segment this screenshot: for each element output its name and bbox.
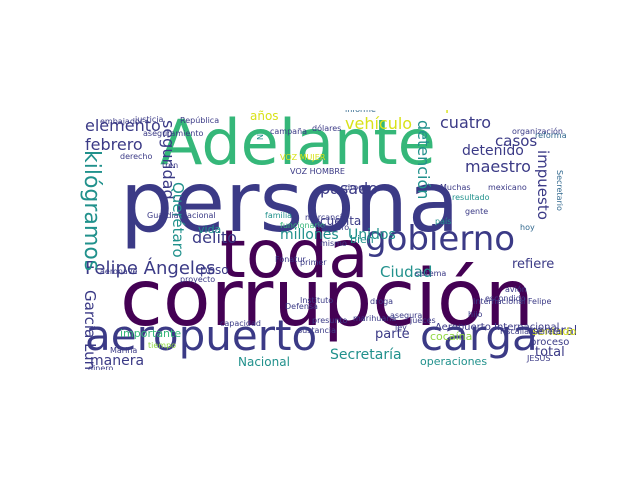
cloud-word: Fonatur <box>275 255 306 264</box>
cloud-word: VOZ MUJER <box>280 153 326 162</box>
cloud-word: proyecto <box>180 275 216 284</box>
cloud-word: mismo <box>320 239 347 248</box>
cloud-word: dinero <box>88 364 114 371</box>
cloud-word: Secretario <box>555 170 564 211</box>
cloud-word: sentado <box>532 325 576 338</box>
cloud-word: jueces <box>410 316 436 325</box>
cloud-word: cocaína <box>430 330 473 343</box>
cloud-word: Instituto <box>300 296 334 305</box>
cloud-word: Marina <box>110 346 138 355</box>
cloud-word: Felipe Ángeles <box>85 258 216 279</box>
cloud-word: mercancía <box>305 213 347 222</box>
cloud-word: vida <box>198 223 222 236</box>
cloud-word: casos <box>495 132 538 150</box>
cloud-word: kilógramos <box>80 150 104 272</box>
cloud-word: peso <box>200 263 229 277</box>
cloud-word: sustancia <box>298 326 337 335</box>
cloud-word: avión <box>505 285 527 294</box>
cloud-word: aseguramiento <box>143 129 204 138</box>
cloud-word: capacidad <box>220 319 261 328</box>
cloud-word: vehículo <box>345 114 413 133</box>
cloud-word: justicia <box>135 115 164 124</box>
cloud-word: país <box>435 217 452 226</box>
cloud-word: corrupción <box>120 254 535 344</box>
cloud-word: resultado <box>452 193 490 202</box>
cloud-word: Adelante <box>160 110 436 179</box>
cloud-word: cuatro <box>440 113 492 132</box>
cloud-word: campaña <box>270 127 308 136</box>
cloud-word: detenido <box>462 143 524 159</box>
cloud-word: total <box>535 345 565 360</box>
cloud-word: reforma <box>535 131 567 140</box>
cloud-word: millones <box>280 227 339 243</box>
cloud-word: Ciudad <box>380 263 433 281</box>
cloud-word: persona <box>120 153 460 251</box>
cloud-word: bien <box>350 233 374 246</box>
word-cloud: corrupción persona toda Adelante carga aeropu… <box>80 110 576 370</box>
cloud-word: manera <box>90 353 145 369</box>
cloud-word: tren <box>162 161 179 170</box>
cloud-word: organización <box>512 127 564 136</box>
cloud-word: febrero <box>85 135 143 154</box>
cloud-word: dólares <box>312 124 342 133</box>
cloud-word: proceso <box>530 337 570 348</box>
cloud-word: carga <box>420 311 538 360</box>
cloud-word: gente <box>465 207 489 216</box>
cloud-word: República <box>180 116 220 125</box>
cloud-word: Muchas <box>440 183 471 192</box>
cloud-word: N <box>255 134 264 140</box>
cloud-word: primer <box>300 258 327 267</box>
cloud-word: maestro <box>465 157 531 176</box>
cloud-word: Nacional <box>238 355 290 369</box>
cloud-word: familia <box>265 211 293 220</box>
cloud-word: aeronave <box>100 267 138 276</box>
cloud-word: funcionario <box>280 221 325 230</box>
cloud-word: Internacional Felipe <box>473 297 552 306</box>
cloud-word: Defensa <box>285 302 318 311</box>
cloud-word: cuenta <box>320 214 362 228</box>
cloud-word: droga <box>370 297 394 306</box>
cloud-word: Unidos <box>348 227 396 243</box>
cloud-word: parte <box>375 327 410 342</box>
cloud-word: aeropuerto <box>85 311 318 360</box>
cloud-word: elemento <box>85 116 161 135</box>
cloud-word: marihuana <box>353 314 397 323</box>
cloud-word: ley <box>395 323 407 332</box>
cloud-word: toda <box>220 216 369 293</box>
cloud-word: asegura <box>390 311 423 320</box>
cloud-word: escondido <box>485 294 526 303</box>
cloud-word: presunto <box>312 316 348 325</box>
cloud-word: detención <box>414 120 433 200</box>
cloud-word: droga <box>345 183 369 192</box>
cloud-word: García Luna <box>81 290 99 370</box>
cloud-word: gobierno <box>365 219 516 259</box>
cloud-word: informe <box>345 110 376 114</box>
cloud-word: Aeropuerto Internacional <box>435 322 560 333</box>
cloud-word: Secretaría <box>330 347 402 363</box>
cloud-word: embajador <box>100 117 144 126</box>
cloud-word: operaciones <box>420 355 488 368</box>
cloud-word: hijo <box>468 310 483 319</box>
cloud-word: general <box>528 324 576 339</box>
cloud-word: Fiscalía General <box>500 327 564 336</box>
cloud-word: sistema <box>415 269 447 278</box>
cloud-word: VOZ HOMBRE <box>290 167 345 176</box>
cloud-word: JESÚS <box>527 354 551 363</box>
cloud-word: Querétaro <box>169 182 187 258</box>
cloud-word: Guardia Nacional <box>147 211 216 220</box>
cloud-word: pasado <box>320 179 379 198</box>
cloud-word: refiere <box>512 257 555 272</box>
cloud-word: pasajero <box>315 223 350 232</box>
cloud-word: derecho <box>120 152 153 161</box>
cloud-word: impuesto <box>534 150 552 220</box>
cloud-word: periodo <box>445 110 502 113</box>
cloud-word: años <box>250 110 279 123</box>
cloud-word: seguridad <box>159 120 178 200</box>
cloud-word: importante <box>120 327 182 340</box>
cloud-word: delito <box>192 228 237 247</box>
cloud-word: hoy <box>520 223 535 232</box>
cloud-word: mexicano <box>488 183 527 192</box>
cloud-word: tiempo <box>148 341 177 350</box>
